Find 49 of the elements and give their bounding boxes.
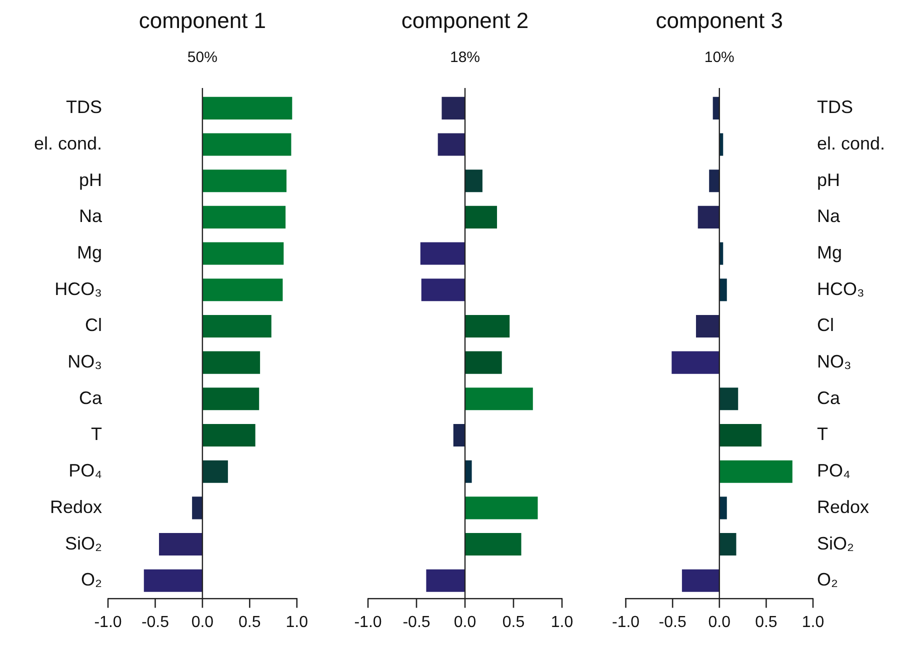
y-tick-label: NO₃ xyxy=(817,352,852,372)
x-tick-label: 1.0 xyxy=(802,614,824,631)
x-tick-label: 1.0 xyxy=(550,614,574,631)
x-tick-label: -1.0 xyxy=(354,614,382,631)
chart-title: component 2 xyxy=(401,8,529,34)
chart-title: component 3 xyxy=(656,8,783,34)
y-tick-label: el. cond. xyxy=(817,133,886,154)
chart-subtitle: 18% xyxy=(450,49,480,66)
y-tick-label: T xyxy=(91,424,102,444)
x-tick-label: -0.5 xyxy=(141,614,170,631)
chart-title: component 1 xyxy=(138,8,266,34)
y-tick-label: Redox xyxy=(50,496,102,517)
y-tick-label: Mg xyxy=(817,242,842,263)
y-tick-label: pH xyxy=(78,170,102,190)
x-tick-label: -0.5 xyxy=(402,614,430,631)
y-tick-label: NO₃ xyxy=(68,352,102,372)
y-tick-label: pH xyxy=(817,170,840,190)
chart-subtitle: 50% xyxy=(187,49,218,66)
y-tick-label: O₂ xyxy=(817,570,838,590)
x-tick-label: -1.0 xyxy=(94,614,122,631)
y-tick-label: Mg xyxy=(76,242,102,263)
y-tick-label: HCO₃ xyxy=(817,278,864,299)
y-tick-label: TDS xyxy=(817,97,853,118)
y-tick-label: HCO₃ xyxy=(54,278,102,299)
y-tick-label: TDS xyxy=(66,97,102,118)
x-tick-label: 0.0 xyxy=(708,614,731,631)
y-tick-label: T xyxy=(817,424,828,444)
y-tick-label: Ca xyxy=(78,388,103,408)
y-tick-label: Cl xyxy=(817,315,834,336)
x-tick-label: 0.5 xyxy=(502,614,525,631)
y-tick-label: Na xyxy=(817,206,841,226)
x-tick-label: 1.0 xyxy=(286,614,308,631)
y-tick-label: Na xyxy=(78,206,103,226)
x-tick-label: -1.0 xyxy=(612,614,640,631)
x-tick-label: -0.5 xyxy=(658,614,686,631)
x-tick-label: 0.0 xyxy=(454,614,476,631)
y-tick-label: SiO₂ xyxy=(817,533,854,554)
y-tick-label: Ca xyxy=(817,388,841,408)
y-tick-label: O₂ xyxy=(81,570,102,590)
y-tick-label: PO₄ xyxy=(817,460,850,481)
y-tick-label: el. cond. xyxy=(34,133,102,154)
y-tick-label: PO₄ xyxy=(68,460,102,481)
x-tick-label: 0.0 xyxy=(191,614,214,631)
x-tick-label: 0.5 xyxy=(755,614,778,631)
y-tick-label: Redox xyxy=(817,496,870,517)
y-tick-label: Cl xyxy=(85,315,102,336)
chart-subtitle: 10% xyxy=(704,49,734,66)
y-tick-label: SiO₂ xyxy=(65,533,102,554)
x-tick-label: 0.5 xyxy=(238,614,261,631)
